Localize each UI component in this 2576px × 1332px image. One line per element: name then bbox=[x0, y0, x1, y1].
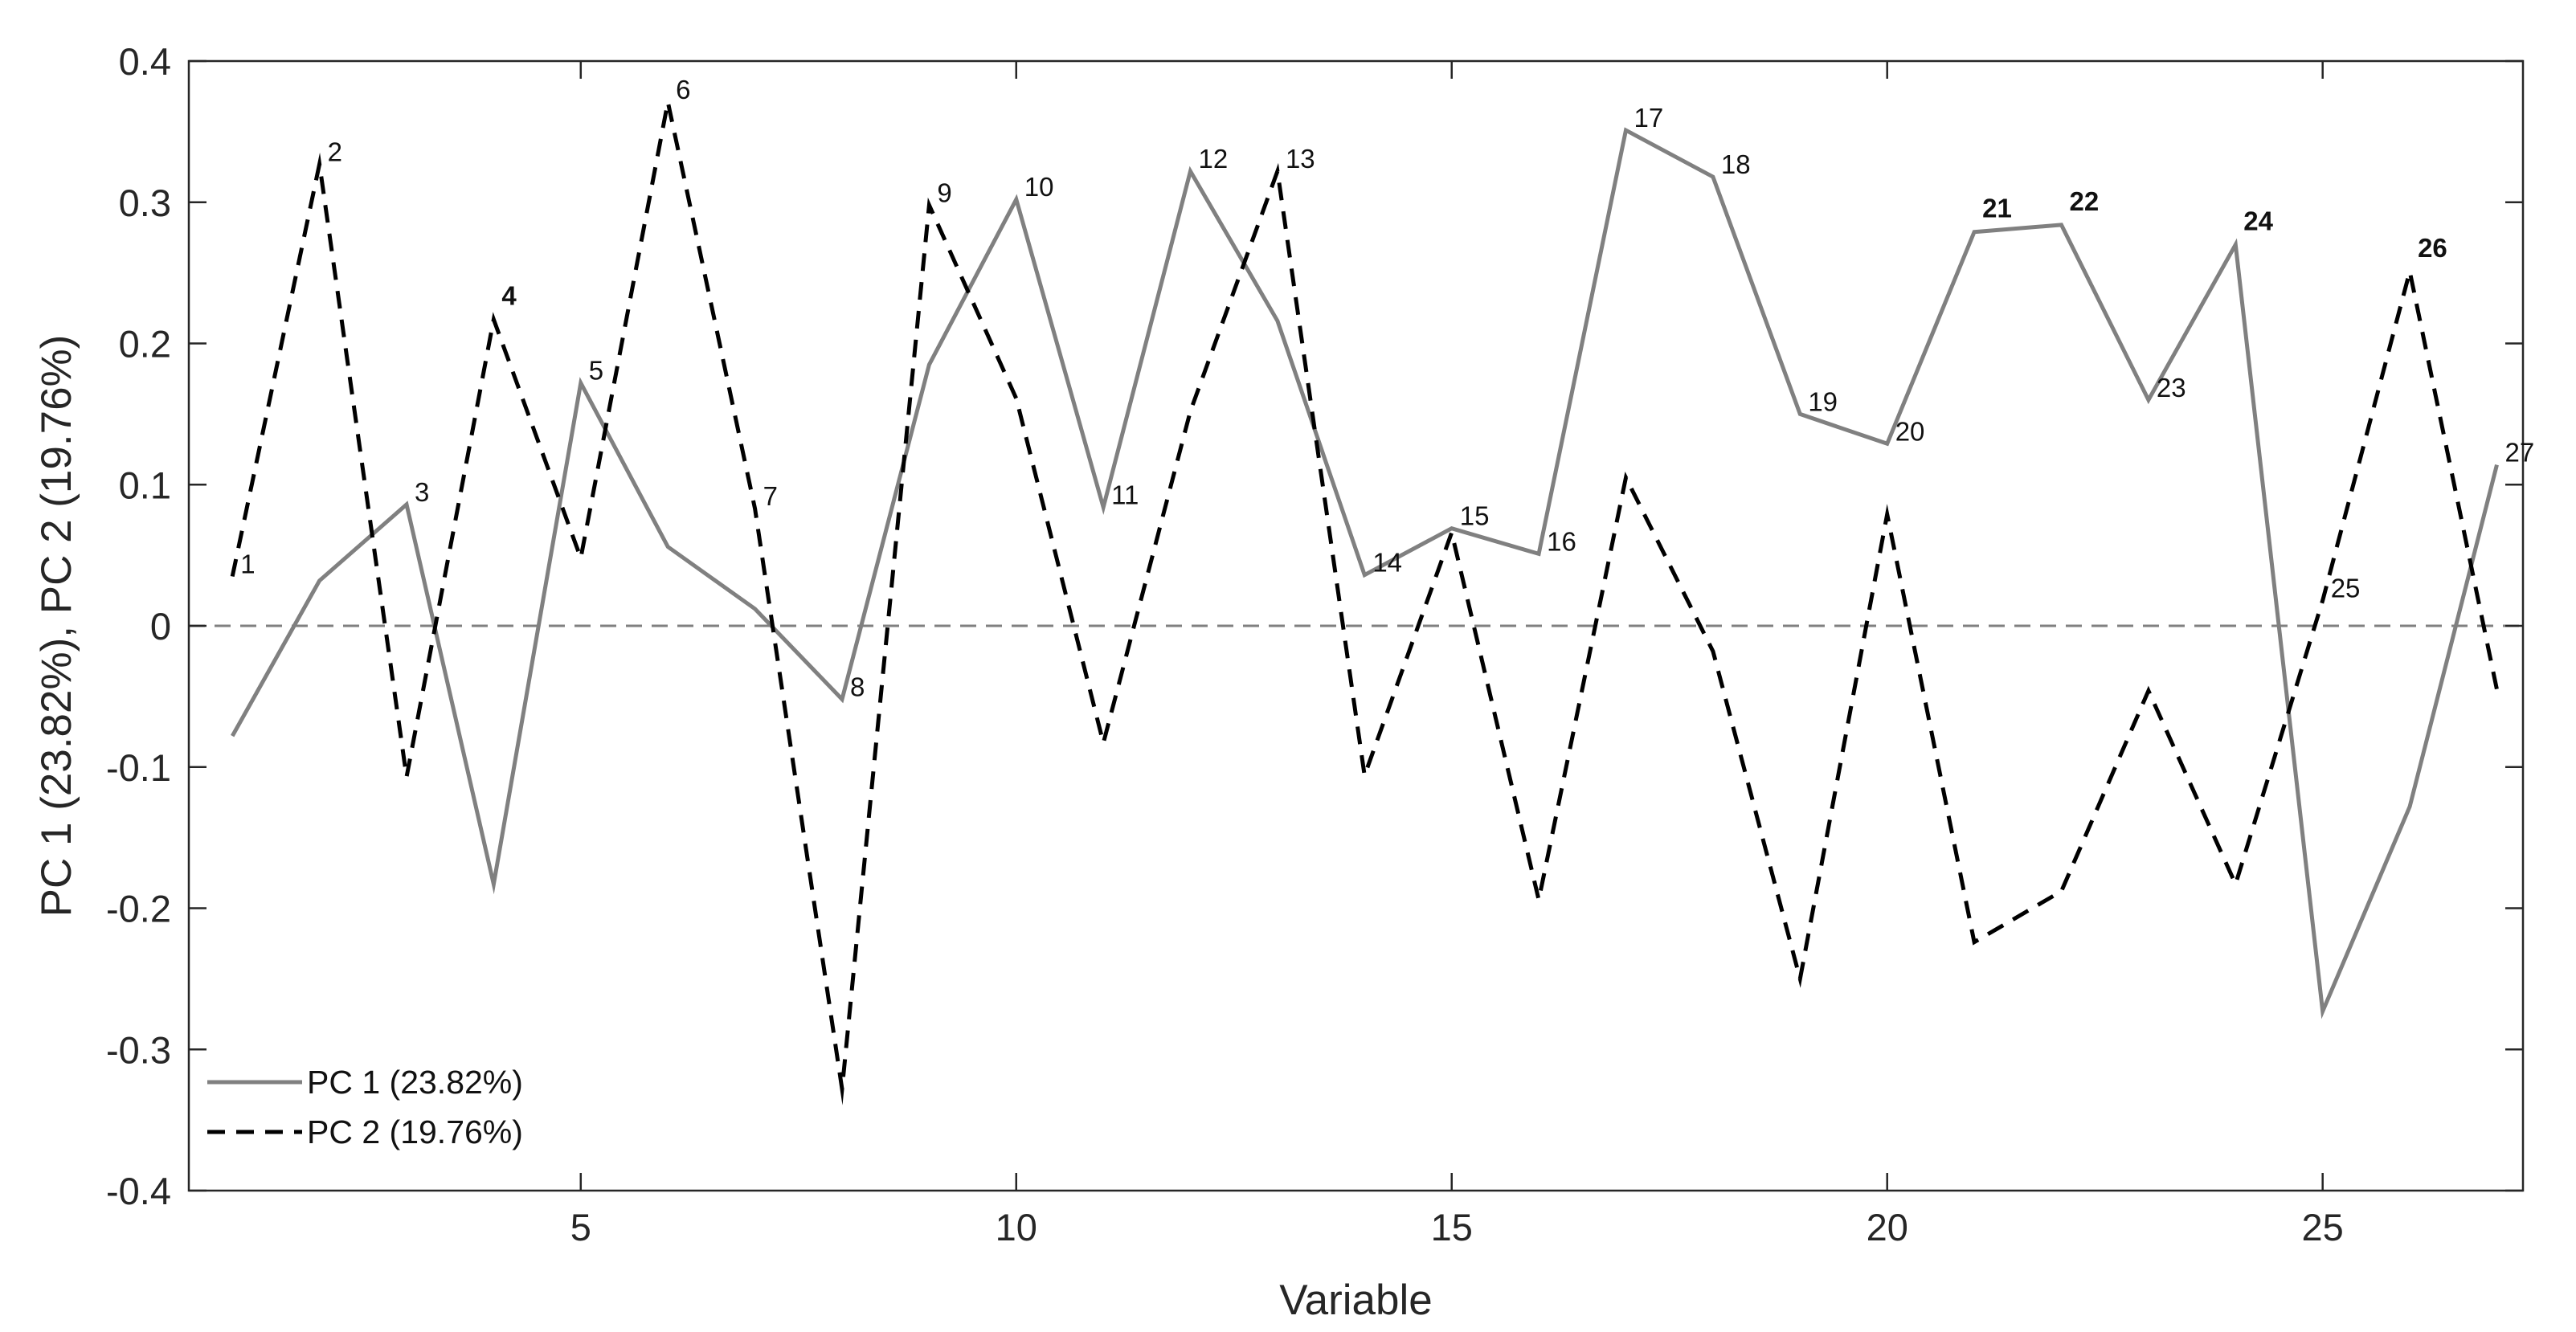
y-tick-label: -0.4 bbox=[106, 1170, 171, 1212]
legend-label-pc1: PC 1 (23.82%) bbox=[307, 1064, 523, 1101]
point-label-1: 1 bbox=[240, 549, 255, 578]
y-tick-label: 0 bbox=[150, 605, 171, 648]
x-axis-title: Variable bbox=[1279, 1277, 1433, 1324]
series-line-pc1 bbox=[231, 127, 2499, 1019]
point-label-9: 9 bbox=[937, 178, 951, 207]
series-layer bbox=[230, 92, 2499, 1105]
point-label-10: 10 bbox=[1024, 172, 1054, 202]
point-label-27: 27 bbox=[2504, 438, 2534, 468]
point-label-16: 16 bbox=[1547, 526, 1576, 556]
x-tick-label: 25 bbox=[2302, 1206, 2344, 1248]
point-label-20: 20 bbox=[1895, 416, 1925, 446]
point-label-3: 3 bbox=[415, 477, 429, 507]
point-label-22: 22 bbox=[2070, 186, 2100, 216]
y-tick-label: -0.1 bbox=[106, 746, 171, 789]
y-tick-label: 0.1 bbox=[119, 464, 171, 506]
point-label-14: 14 bbox=[1372, 548, 1402, 578]
legend-label-pc2: PC 2 (19.76%) bbox=[307, 1113, 523, 1150]
point-label-21: 21 bbox=[1982, 194, 2012, 223]
point-label-26: 26 bbox=[2418, 233, 2447, 263]
series-line-pc2 bbox=[230, 92, 2499, 1105]
y-tick-label: 0.4 bbox=[119, 40, 171, 83]
y-tick-label: -0.2 bbox=[106, 888, 171, 930]
x-tick-label: 20 bbox=[1867, 1206, 1908, 1248]
point-label-13: 13 bbox=[1286, 144, 1315, 174]
point-label-25: 25 bbox=[2331, 573, 2361, 603]
point-label-24: 24 bbox=[2243, 206, 2273, 235]
point-label-7: 7 bbox=[763, 481, 778, 511]
point-label-18: 18 bbox=[1721, 149, 1751, 179]
x-tick-label: 5 bbox=[570, 1206, 591, 1248]
y-tick-label: -0.3 bbox=[106, 1028, 171, 1071]
point-label-11: 11 bbox=[1111, 480, 1139, 509]
point-label-6: 6 bbox=[676, 75, 690, 104]
point-label-8: 8 bbox=[850, 672, 865, 701]
point-label-4: 4 bbox=[501, 281, 517, 311]
point-label-17: 17 bbox=[1634, 103, 1664, 133]
y-axis-title: PC 1 (23.82%), PC 2 (19.76%) bbox=[33, 335, 80, 917]
point-label-23: 23 bbox=[2157, 373, 2186, 402]
y-tick-label: 0.3 bbox=[119, 182, 171, 224]
x-tick-label: 15 bbox=[1431, 1206, 1473, 1248]
point-label-2: 2 bbox=[328, 137, 342, 166]
point-label-12: 12 bbox=[1199, 144, 1229, 174]
axes-layer: -0.4-0.3-0.2-0.100.10.20.30.45 10 15 20 25 bbox=[106, 40, 2525, 1248]
point-label-15: 15 bbox=[1460, 501, 1490, 531]
legend: PC 1 (23.82%) PC 2 (19.76%) bbox=[207, 1064, 523, 1150]
point-label-19: 19 bbox=[1808, 386, 1838, 416]
x-tick-label: 10 bbox=[996, 1206, 1037, 1248]
point-label-5: 5 bbox=[589, 356, 603, 386]
y-tick-label: 0.2 bbox=[119, 323, 171, 366]
